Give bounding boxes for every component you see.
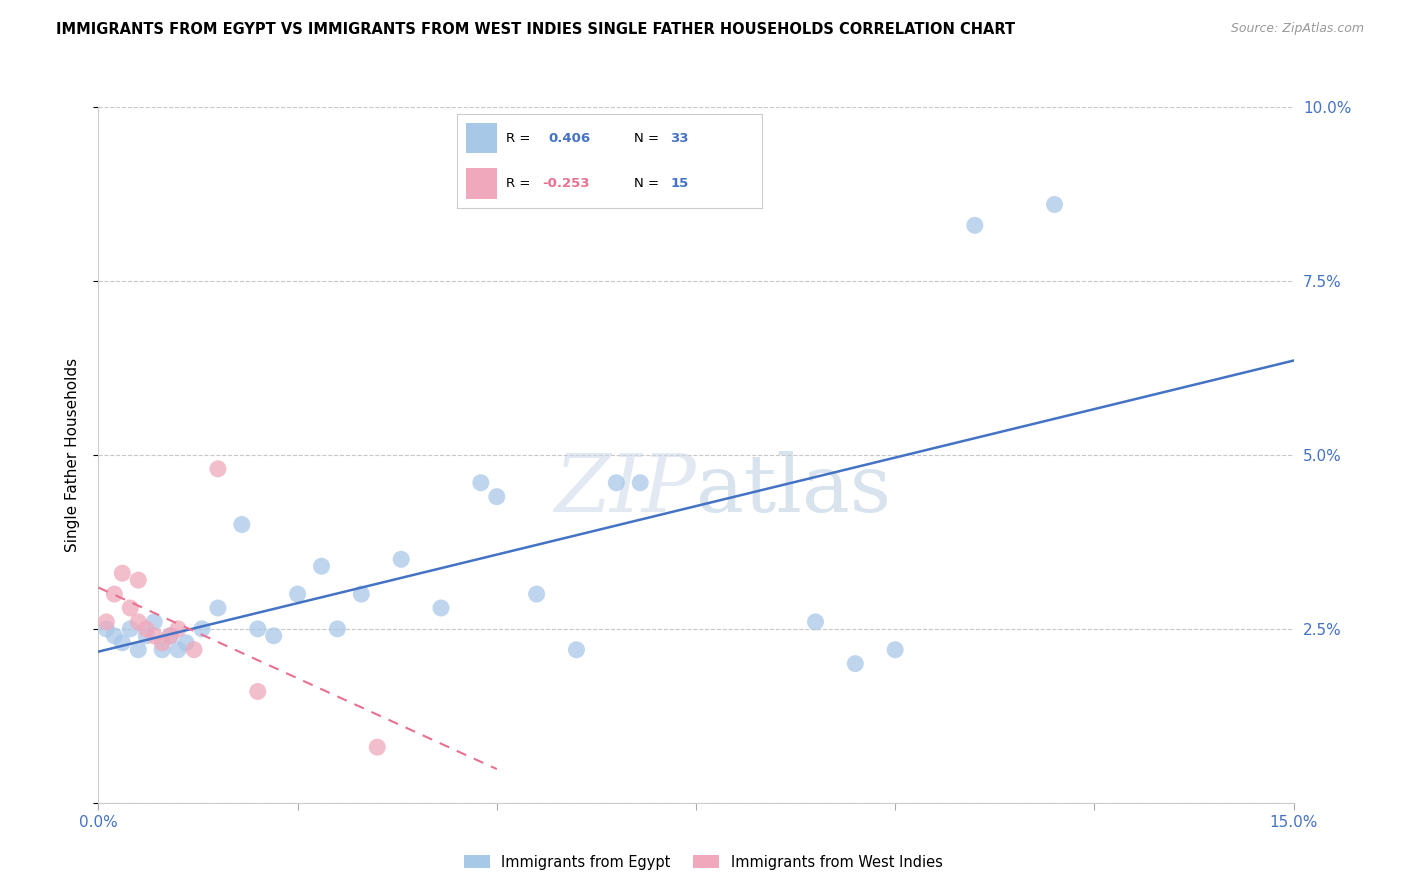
- Point: [127, 573, 149, 587]
- Point: [174, 636, 197, 650]
- Point: [207, 601, 229, 615]
- Point: [366, 740, 388, 755]
- Text: ZIP: ZIP: [554, 451, 696, 528]
- Point: [207, 462, 229, 476]
- Point: [111, 636, 134, 650]
- Text: atlas: atlas: [696, 450, 891, 529]
- Point: [150, 642, 173, 657]
- Point: [120, 622, 142, 636]
- Point: [135, 622, 157, 636]
- Point: [485, 490, 508, 504]
- Point: [470, 475, 492, 490]
- Text: Source: ZipAtlas.com: Source: ZipAtlas.com: [1230, 22, 1364, 36]
- Text: IMMIGRANTS FROM EGYPT VS IMMIGRANTS FROM WEST INDIES SINGLE FATHER HOUSEHOLDS CO: IMMIGRANTS FROM EGYPT VS IMMIGRANTS FROM…: [56, 22, 1015, 37]
- Point: [127, 615, 149, 629]
- Point: [143, 615, 166, 629]
- Point: [430, 601, 453, 615]
- Point: [389, 552, 412, 566]
- Point: [150, 636, 173, 650]
- Point: [326, 622, 349, 636]
- Point: [311, 559, 333, 574]
- Legend: Immigrants from Egypt, Immigrants from West Indies: Immigrants from Egypt, Immigrants from W…: [458, 849, 948, 876]
- Point: [565, 642, 588, 657]
- Point: [350, 587, 373, 601]
- Point: [263, 629, 285, 643]
- Point: [143, 629, 166, 643]
- Point: [526, 587, 548, 601]
- Point: [127, 642, 149, 657]
- Point: [103, 629, 125, 643]
- Point: [111, 566, 134, 581]
- Point: [287, 587, 309, 601]
- Point: [191, 622, 214, 636]
- Point: [231, 517, 253, 532]
- Point: [120, 601, 142, 615]
- Point: [246, 684, 269, 698]
- Y-axis label: Single Father Households: Single Father Households: [65, 358, 80, 552]
- Point: [96, 615, 118, 629]
- Point: [167, 642, 190, 657]
- Point: [605, 475, 627, 490]
- Point: [159, 629, 181, 643]
- Point: [183, 642, 205, 657]
- Point: [96, 622, 118, 636]
- Point: [135, 629, 157, 643]
- Point: [167, 622, 190, 636]
- Point: [804, 615, 827, 629]
- Point: [1043, 197, 1066, 211]
- Point: [884, 642, 907, 657]
- Point: [159, 629, 181, 643]
- Point: [628, 475, 651, 490]
- Point: [103, 587, 125, 601]
- Point: [963, 219, 986, 233]
- Point: [246, 622, 269, 636]
- Point: [844, 657, 866, 671]
